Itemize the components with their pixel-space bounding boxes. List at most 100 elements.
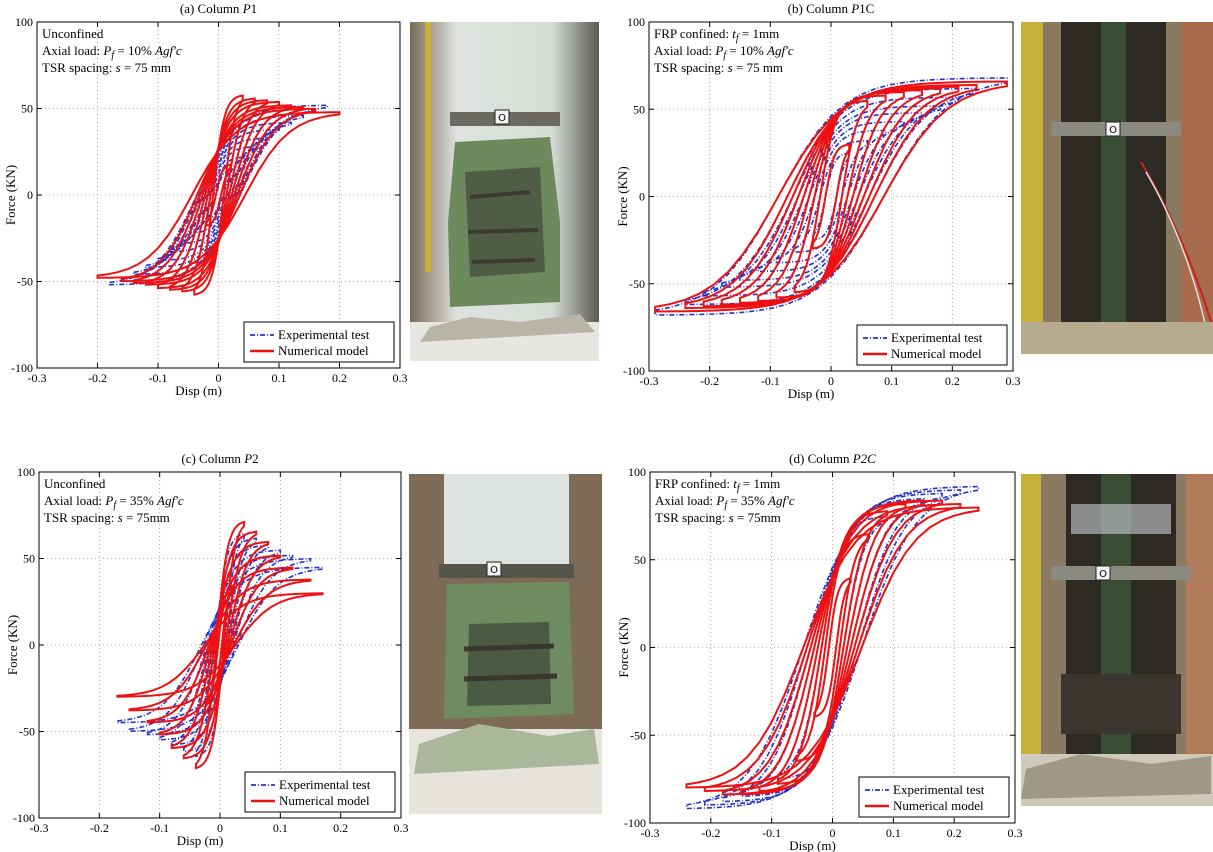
chart-panel-d: (d) Column P2C -0.3 -0.2 -0.1 0 0.1 0.2 0.3 100 5… (610, 450, 1023, 852)
column-photo-a-image: O (410, 22, 599, 361)
y-tick-label: 0 (29, 638, 35, 652)
hysteresis-loop (120, 107, 317, 283)
legend-box (856, 324, 1008, 366)
hysteresis-loop (758, 503, 907, 792)
x-tick-label: 0.2 (332, 371, 347, 385)
hysteresis-loop (194, 520, 246, 770)
x-tick-label: 0 (830, 826, 836, 840)
annotation-line: TSR spacing: s = 75 mm (654, 60, 783, 75)
numerical-series (116, 520, 324, 770)
y-tick-label: -100 (11, 361, 33, 375)
x-tick-label: -0.1 (149, 371, 168, 385)
legend-numerical-label: Numerical model (891, 346, 982, 361)
x-tick-label: -0.2 (700, 374, 719, 388)
hysteresis-loop (721, 105, 941, 288)
legend-experimental-label: Experimental test (278, 327, 370, 342)
chart-c-svg: (c) Column P2 -0.3 -0.2 -0.1 0 0.1 0.2 0.3 100 50… (5, 451, 409, 848)
column-photo-b: O (1021, 22, 1213, 354)
y-tick-label: -50 (629, 277, 645, 291)
y-tick-label: 0 (27, 188, 33, 202)
x-tick-label: -0.3 (28, 371, 47, 385)
hysteresis-loop (158, 554, 282, 736)
annotation-line: TSR spacing: s = 75mm (44, 510, 170, 525)
y-tick-label: 100 (15, 15, 33, 29)
hysteresis-loop (740, 499, 925, 796)
hysteresis-loop (654, 77, 1008, 316)
x-tick-label: -0.2 (88, 371, 107, 385)
hysteresis-loop (684, 83, 978, 310)
chart-title: (c) Column P2 (181, 451, 258, 466)
y-axis-label: Force (KN) (5, 615, 20, 675)
legend-numerical-label: Numerical model (279, 793, 370, 808)
annotation-line: TSR spacing: s = 75mm (655, 510, 781, 525)
column-photo-b-image: O (1021, 22, 1213, 354)
hysteresis-loop (775, 129, 887, 264)
y-tick-label: -100 (624, 816, 646, 830)
hysteresis-loop (704, 489, 962, 806)
hysteresis-loop (195, 532, 245, 758)
hysteresis-loop (158, 549, 282, 741)
hysteresis-loop (685, 485, 980, 810)
annotation-line: FRP confined: tf = 1mm (655, 476, 780, 494)
x-tick-label: 0.1 (886, 826, 901, 840)
x-tick-label: -0.1 (150, 821, 169, 835)
y-tick-label: 0 (639, 190, 645, 204)
series-group (116, 520, 324, 770)
annotation-line: Axial load: Pf = 35% Agf'c (44, 493, 184, 511)
series-group (685, 485, 980, 810)
svg-text:O: O (1099, 569, 1107, 580)
chart-title: (d) Column P2C (789, 451, 876, 466)
x-tick-label: 0 (216, 371, 222, 385)
legend-box (243, 321, 395, 363)
x-tick-label: 0.3 (393, 371, 408, 385)
y-tick-label: 0 (640, 641, 646, 655)
legend-experimental-label: Experimental test (279, 777, 371, 792)
chart-panel-a: (a) Column P1 -0.3 -0.2 -0.1 0 0.1 0.2 0.3 100 50… (0, 0, 410, 400)
legend-experimental-label: Experimental test (891, 330, 983, 345)
y-tick-label: -50 (19, 725, 35, 739)
hysteresis-loop (96, 111, 341, 279)
chart-d-svg: (d) Column P2C -0.3 -0.2 -0.1 0 0.1 0.2 0.3 100 5… (616, 451, 1023, 852)
column-photo-c: O (409, 474, 602, 814)
hysteresis-loop (795, 532, 870, 763)
y-tick-label: -50 (630, 728, 646, 742)
annotation-line: FRP confined: tf = 1mm (654, 26, 779, 44)
y-axis-label: Force (KN) (3, 165, 18, 225)
experimental-series (654, 77, 1008, 316)
chart-a-svg: (a) Column P1 -0.3 -0.2 -0.1 0 0.1 0.2 0.3 100 50… (3, 1, 408, 398)
chart-panel-b: (b) Column P1C -0.3 -0.2 -0.1 0 0.1 0.2 0.3 100 5… (610, 0, 1021, 401)
column-photo-d: O (1021, 474, 1213, 806)
hysteresis-loop (170, 540, 270, 750)
annotation-line: Axial load: Pf = 35% Agf'c (655, 493, 795, 511)
annotation-line: TSR spacing: s = 75 mm (42, 60, 171, 75)
x-axis-label: Disp (m) (177, 833, 224, 848)
svg-text:O: O (490, 565, 498, 576)
legend-experimental-label: Experimental test (893, 782, 985, 797)
x-axis-label: Disp (m) (175, 383, 222, 398)
series-group (96, 94, 341, 296)
legend-box (244, 771, 396, 813)
y-tick-label: 100 (17, 465, 35, 479)
x-tick-label: -0.2 (701, 826, 720, 840)
y-tick-label: 50 (633, 102, 645, 116)
series-group (654, 77, 1008, 316)
svg-text:O: O (1109, 125, 1117, 136)
x-tick-label: -0.1 (761, 374, 780, 388)
y-tick-label: 50 (21, 102, 33, 116)
hysteresis-loop (108, 104, 329, 286)
x-tick-label: 0.3 (1006, 374, 1021, 388)
y-tick-label: 50 (23, 552, 35, 566)
hysteresis-loop (116, 566, 324, 724)
chart-title: (a) Column P1 (180, 1, 257, 16)
x-axis-label: Disp (m) (789, 838, 836, 852)
x-tick-label: 0.2 (947, 826, 962, 840)
hysteresis-loop (181, 97, 256, 293)
x-tick-label: 0.2 (333, 821, 348, 835)
column-photo-d-image: O (1021, 474, 1213, 806)
x-axis-label: Disp (m) (788, 386, 835, 401)
hysteresis-loop (128, 557, 312, 733)
annotation-line: Unconfined (44, 476, 106, 491)
svg-text:O: O (498, 113, 506, 124)
chart-panel-c: (c) Column P2 -0.3 -0.2 -0.1 0 0.1 0.2 0.3 100 50… (0, 450, 410, 852)
x-tick-label: 0.2 (945, 374, 960, 388)
